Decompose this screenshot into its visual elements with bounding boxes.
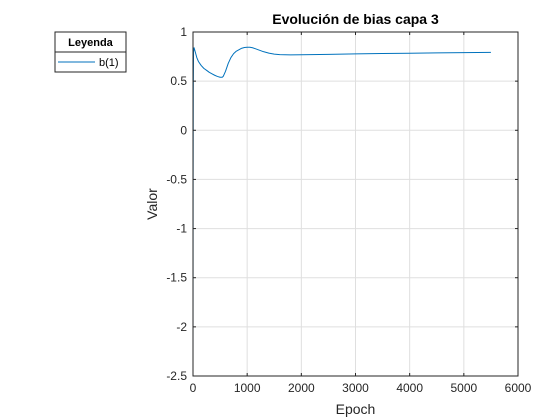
- x-tick-label: 2000: [288, 381, 315, 395]
- y-tick-label: 0: [180, 123, 187, 137]
- series-line-0: [192, 46, 491, 377]
- ticks: 0 1000 2000 3000 4000 5000 6000 -2.5 -2 -1.5 -1 -0.…: [166, 25, 531, 395]
- x-tick-label: 0: [190, 381, 197, 395]
- x-tick-label: 1000: [234, 381, 261, 395]
- series-layer: [192, 46, 491, 377]
- y-tick-label: 1: [180, 25, 187, 39]
- legend: Leyenda b(1): [54, 31, 127, 73]
- y-tick-label: -2: [176, 320, 187, 334]
- y-tick-label: -1.5: [166, 271, 187, 285]
- y-tick-label: -1: [176, 222, 187, 236]
- x-axis-title: Epoch: [336, 401, 376, 417]
- x-tick-label: 6000: [505, 381, 532, 395]
- x-tick-label: 3000: [342, 381, 369, 395]
- legend-entry-label: b(1): [99, 57, 119, 69]
- y-tick-label: -2.5: [166, 369, 187, 383]
- y-tick-label: 0.5: [170, 74, 187, 88]
- y-axis-title: Valor: [144, 188, 160, 220]
- x-tick-label: 5000: [450, 381, 477, 395]
- y-tick-label: -0.5: [166, 172, 187, 186]
- x-tick-label: 4000: [396, 381, 423, 395]
- chart-title: Evolución de bias capa 3: [272, 11, 439, 27]
- legend-title: Leyenda: [68, 37, 114, 49]
- plot-area: 0 1000 2000 3000 4000 5000 6000 -2.5 -2 -1.5 -1 -0.…: [166, 25, 531, 395]
